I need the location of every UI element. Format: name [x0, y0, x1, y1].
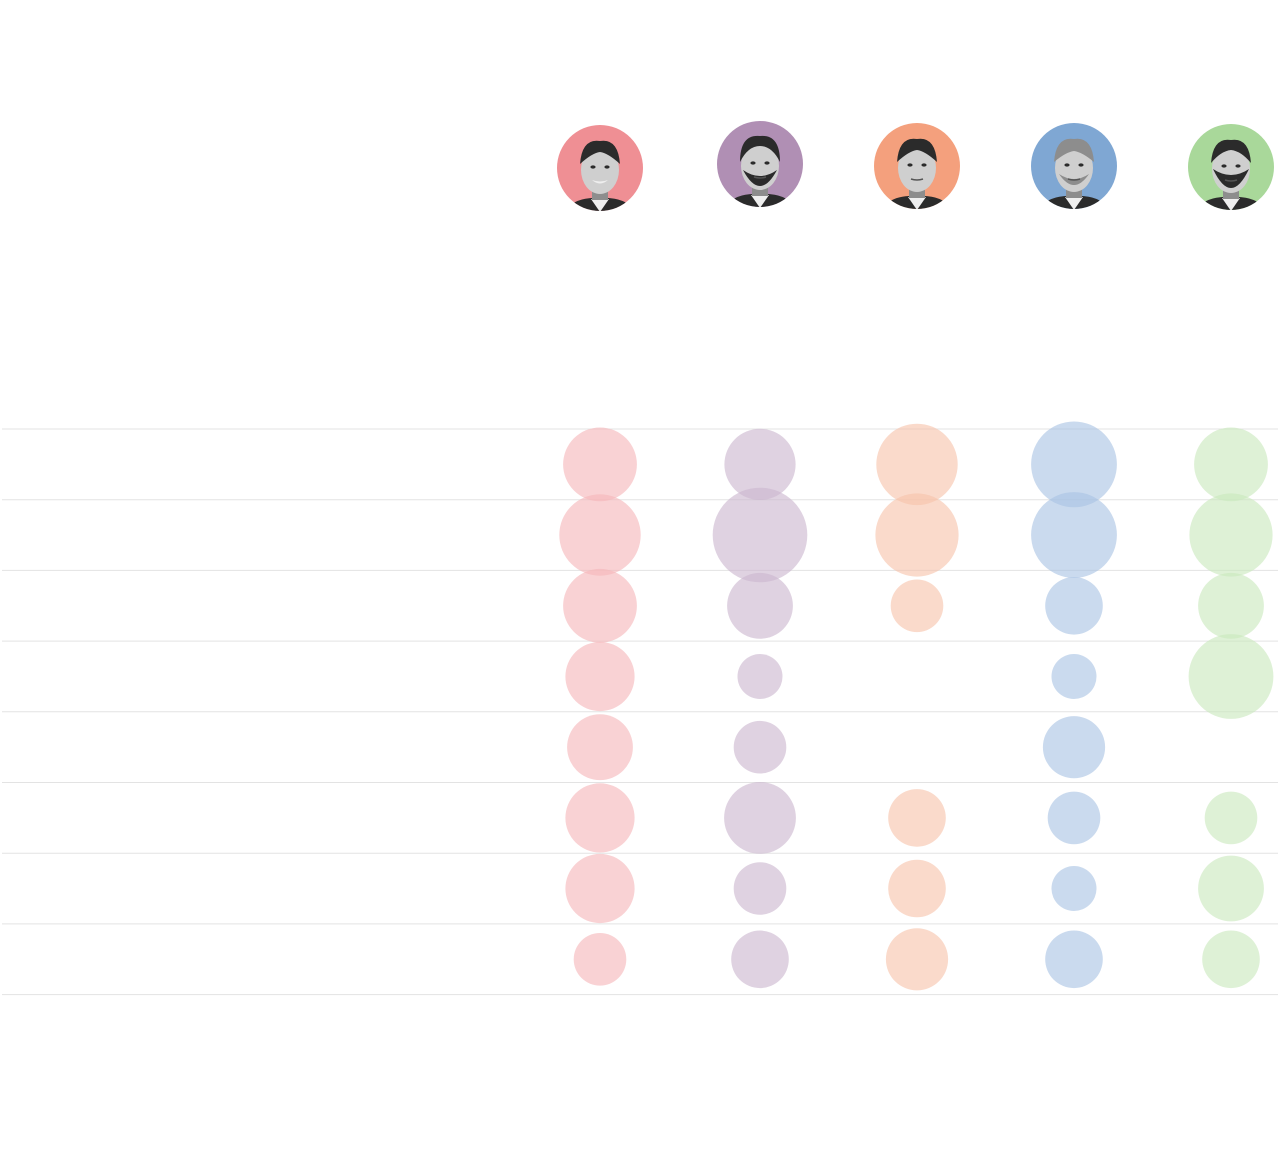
bubble	[733, 720, 787, 774]
bubble	[1047, 791, 1101, 845]
candidate-avatar	[717, 121, 803, 207]
bubble	[1045, 930, 1103, 989]
bubble	[1051, 654, 1097, 699]
bubble	[1202, 930, 1260, 989]
bubble	[565, 641, 635, 712]
bubble	[724, 428, 796, 500]
portrait-icon	[720, 135, 800, 207]
bubble	[1031, 421, 1117, 508]
bubble	[888, 859, 946, 918]
bubble	[1194, 427, 1268, 502]
bubble	[876, 423, 958, 506]
bubble	[737, 654, 783, 699]
bubble	[727, 572, 793, 639]
candidate-avatar	[1031, 123, 1117, 209]
bubble	[1198, 572, 1264, 639]
bubble	[1198, 855, 1264, 922]
portrait-icon	[1191, 139, 1271, 210]
bubble	[563, 568, 637, 643]
bubble	[559, 494, 641, 576]
bubble	[1189, 493, 1273, 577]
bubble	[733, 862, 787, 915]
bubble	[563, 427, 637, 502]
bubble	[1204, 791, 1258, 845]
bubble	[731, 930, 789, 989]
candidate-avatar	[1188, 124, 1274, 210]
bubble	[712, 487, 808, 583]
bubble	[1045, 577, 1103, 635]
bubble	[888, 789, 946, 847]
bubble	[1031, 492, 1117, 578]
bubble	[1042, 716, 1106, 779]
bubble	[1188, 634, 1274, 719]
candidate-avatar	[874, 123, 960, 209]
bubble	[565, 853, 635, 924]
portrait-icon	[1034, 138, 1114, 209]
bubble	[567, 714, 633, 781]
bubble	[724, 782, 796, 854]
portrait-icon	[877, 138, 957, 209]
bubbles	[559, 421, 1274, 991]
bubble	[1051, 866, 1097, 911]
bubble	[890, 579, 944, 633]
candidate-avatars	[557, 121, 1274, 211]
portrait-icon	[560, 140, 640, 211]
bubble	[875, 493, 959, 577]
bubble	[885, 928, 949, 991]
candidate-avatar	[557, 125, 643, 211]
bubble	[565, 783, 635, 853]
bubble	[573, 933, 627, 986]
